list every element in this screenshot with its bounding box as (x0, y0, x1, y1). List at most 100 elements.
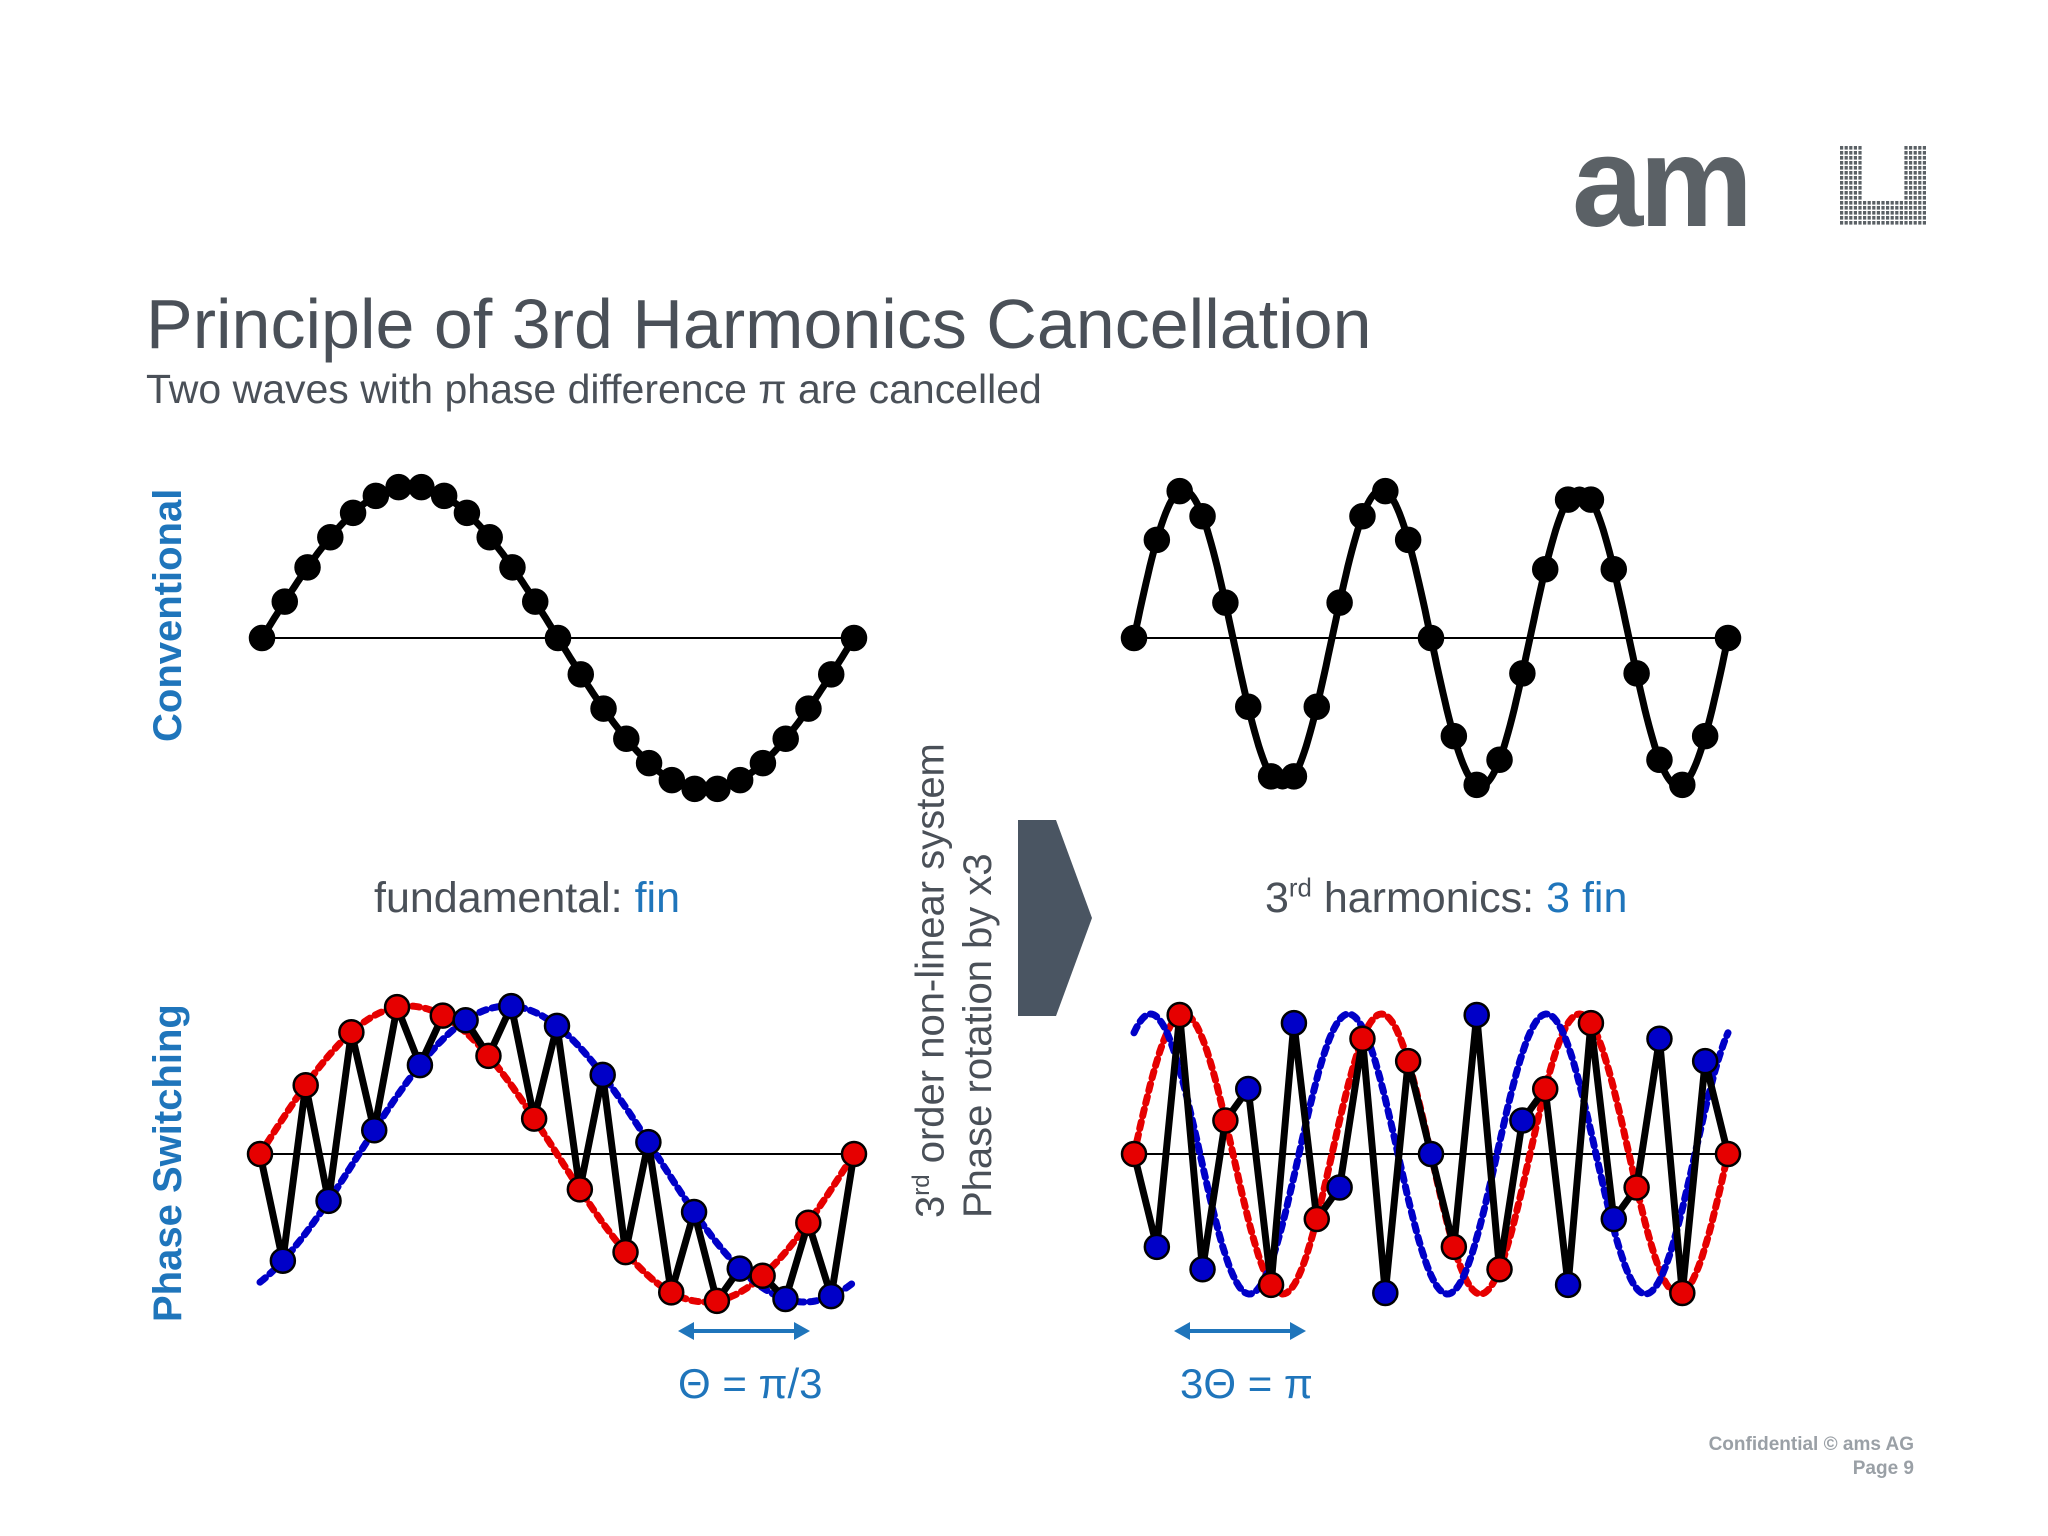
harmonic-ordinal: 3 (1265, 874, 1289, 922)
red-sample-point (1714, 1140, 1742, 1168)
waves (246, 473, 1742, 1315)
blue-sample-point (498, 992, 525, 1020)
sample-point (1554, 486, 1582, 513)
three-theta-span-arrow (1174, 1322, 1306, 1340)
red-sample-point (246, 1140, 274, 1168)
red-sample-point (612, 1238, 639, 1266)
blue-sample-point (772, 1285, 799, 1313)
sample-point (1166, 477, 1193, 505)
sample-point (1486, 746, 1513, 774)
blue-sample-point (269, 1247, 297, 1274)
sample-point (362, 482, 390, 510)
fundamental-value: fin (634, 874, 680, 922)
sample-point (1120, 624, 1148, 652)
sample-point (1714, 624, 1742, 652)
sample-point (1280, 763, 1308, 790)
theta-label: Θ = π/3 (678, 1360, 823, 1407)
blue-sample-point (1143, 1233, 1171, 1261)
sample-point (408, 473, 435, 501)
blue-sample-point (315, 1187, 342, 1215)
red-sample-point (1212, 1107, 1239, 1134)
sample-point (1189, 502, 1216, 530)
red-sample-point (795, 1209, 822, 1237)
sample-point (590, 695, 617, 722)
sample-point (704, 775, 731, 803)
blue-sample-point (680, 1198, 708, 1226)
blue-sample-point (1554, 1271, 1582, 1299)
sample-point (613, 725, 640, 753)
sample-point (749, 749, 777, 777)
sample-point (1417, 624, 1445, 652)
sample-point (1509, 660, 1536, 687)
blue-harmonic-wave (1130, 1010, 1732, 1298)
blue-sample-point (543, 1012, 571, 1040)
red-sample-point (1486, 1255, 1513, 1283)
sample-point (385, 473, 412, 501)
red-sample-point (1623, 1174, 1650, 1201)
red-sample-point (292, 1071, 319, 1099)
blue-sample-point (1509, 1107, 1536, 1134)
sample-point (1394, 526, 1422, 554)
red-sample-point (840, 1140, 868, 1168)
sample-point (681, 775, 708, 803)
blue-sample-point (452, 1007, 479, 1034)
harmonic-caption: 3rd harmonics: 3 fin (1265, 874, 1627, 923)
sample-point (1463, 771, 1490, 799)
sample-point (840, 624, 868, 652)
red-sample-point (1577, 1009, 1605, 1037)
red-sample-point (566, 1176, 594, 1203)
blue-sample-point (1326, 1174, 1353, 1201)
red-sample-point (749, 1262, 776, 1290)
sample-point (271, 588, 299, 615)
blue-sample-point (1372, 1279, 1399, 1307)
footer-confidential: Confidential © ams AG (1708, 1434, 1914, 1455)
harmonic-prefix: harmonics: (1311, 874, 1547, 922)
red-sample-point (657, 1279, 685, 1306)
harmonic-value: 3 fin (1546, 874, 1628, 922)
sample-point (1646, 746, 1673, 774)
sample-point (1326, 589, 1353, 616)
sample-point (1600, 555, 1628, 583)
theta-span-arrow (678, 1322, 810, 1340)
logo-text: am (1572, 128, 1749, 238)
sample-point (726, 766, 754, 794)
sample-point (1234, 693, 1262, 721)
sample-point (430, 482, 458, 510)
ams-logo: am (1572, 128, 1926, 238)
sample-point (1212, 589, 1239, 616)
sample-point (339, 499, 367, 527)
sample-point (1531, 555, 1559, 583)
red-sample-point (1531, 1075, 1559, 1103)
red-sample-point (1394, 1047, 1422, 1075)
transform-arrow-icon (1018, 820, 1092, 1016)
blue-sample-point (1600, 1205, 1628, 1233)
sample-point (544, 624, 572, 652)
sample-point (1691, 722, 1719, 750)
sample-point (1669, 771, 1696, 799)
blue-sample-point (1646, 1025, 1673, 1053)
sample-point (453, 499, 481, 527)
sample-point (817, 661, 845, 688)
sample-point (1303, 693, 1331, 721)
sample-point (1349, 502, 1376, 530)
sample-point (499, 554, 526, 581)
sample-point (317, 523, 344, 551)
blue-sample-point (360, 1117, 388, 1144)
sample-point (658, 766, 686, 794)
red-sample-point (520, 1105, 548, 1132)
red-sample-point (383, 993, 411, 1021)
sample-point (248, 624, 276, 652)
red-sample-point (1120, 1140, 1148, 1168)
blue-sample-point (1691, 1047, 1719, 1075)
sample-point (1440, 722, 1468, 750)
sample-point (1577, 486, 1605, 513)
blue-sample-point (726, 1255, 754, 1282)
red-sample-point (703, 1287, 731, 1315)
harmonic-sup: rd (1288, 874, 1312, 903)
blue-sample-point (406, 1051, 434, 1079)
sample-point (1257, 763, 1285, 790)
sample-point (1372, 477, 1399, 505)
sample-point (1623, 660, 1650, 687)
sample-point (294, 554, 321, 581)
